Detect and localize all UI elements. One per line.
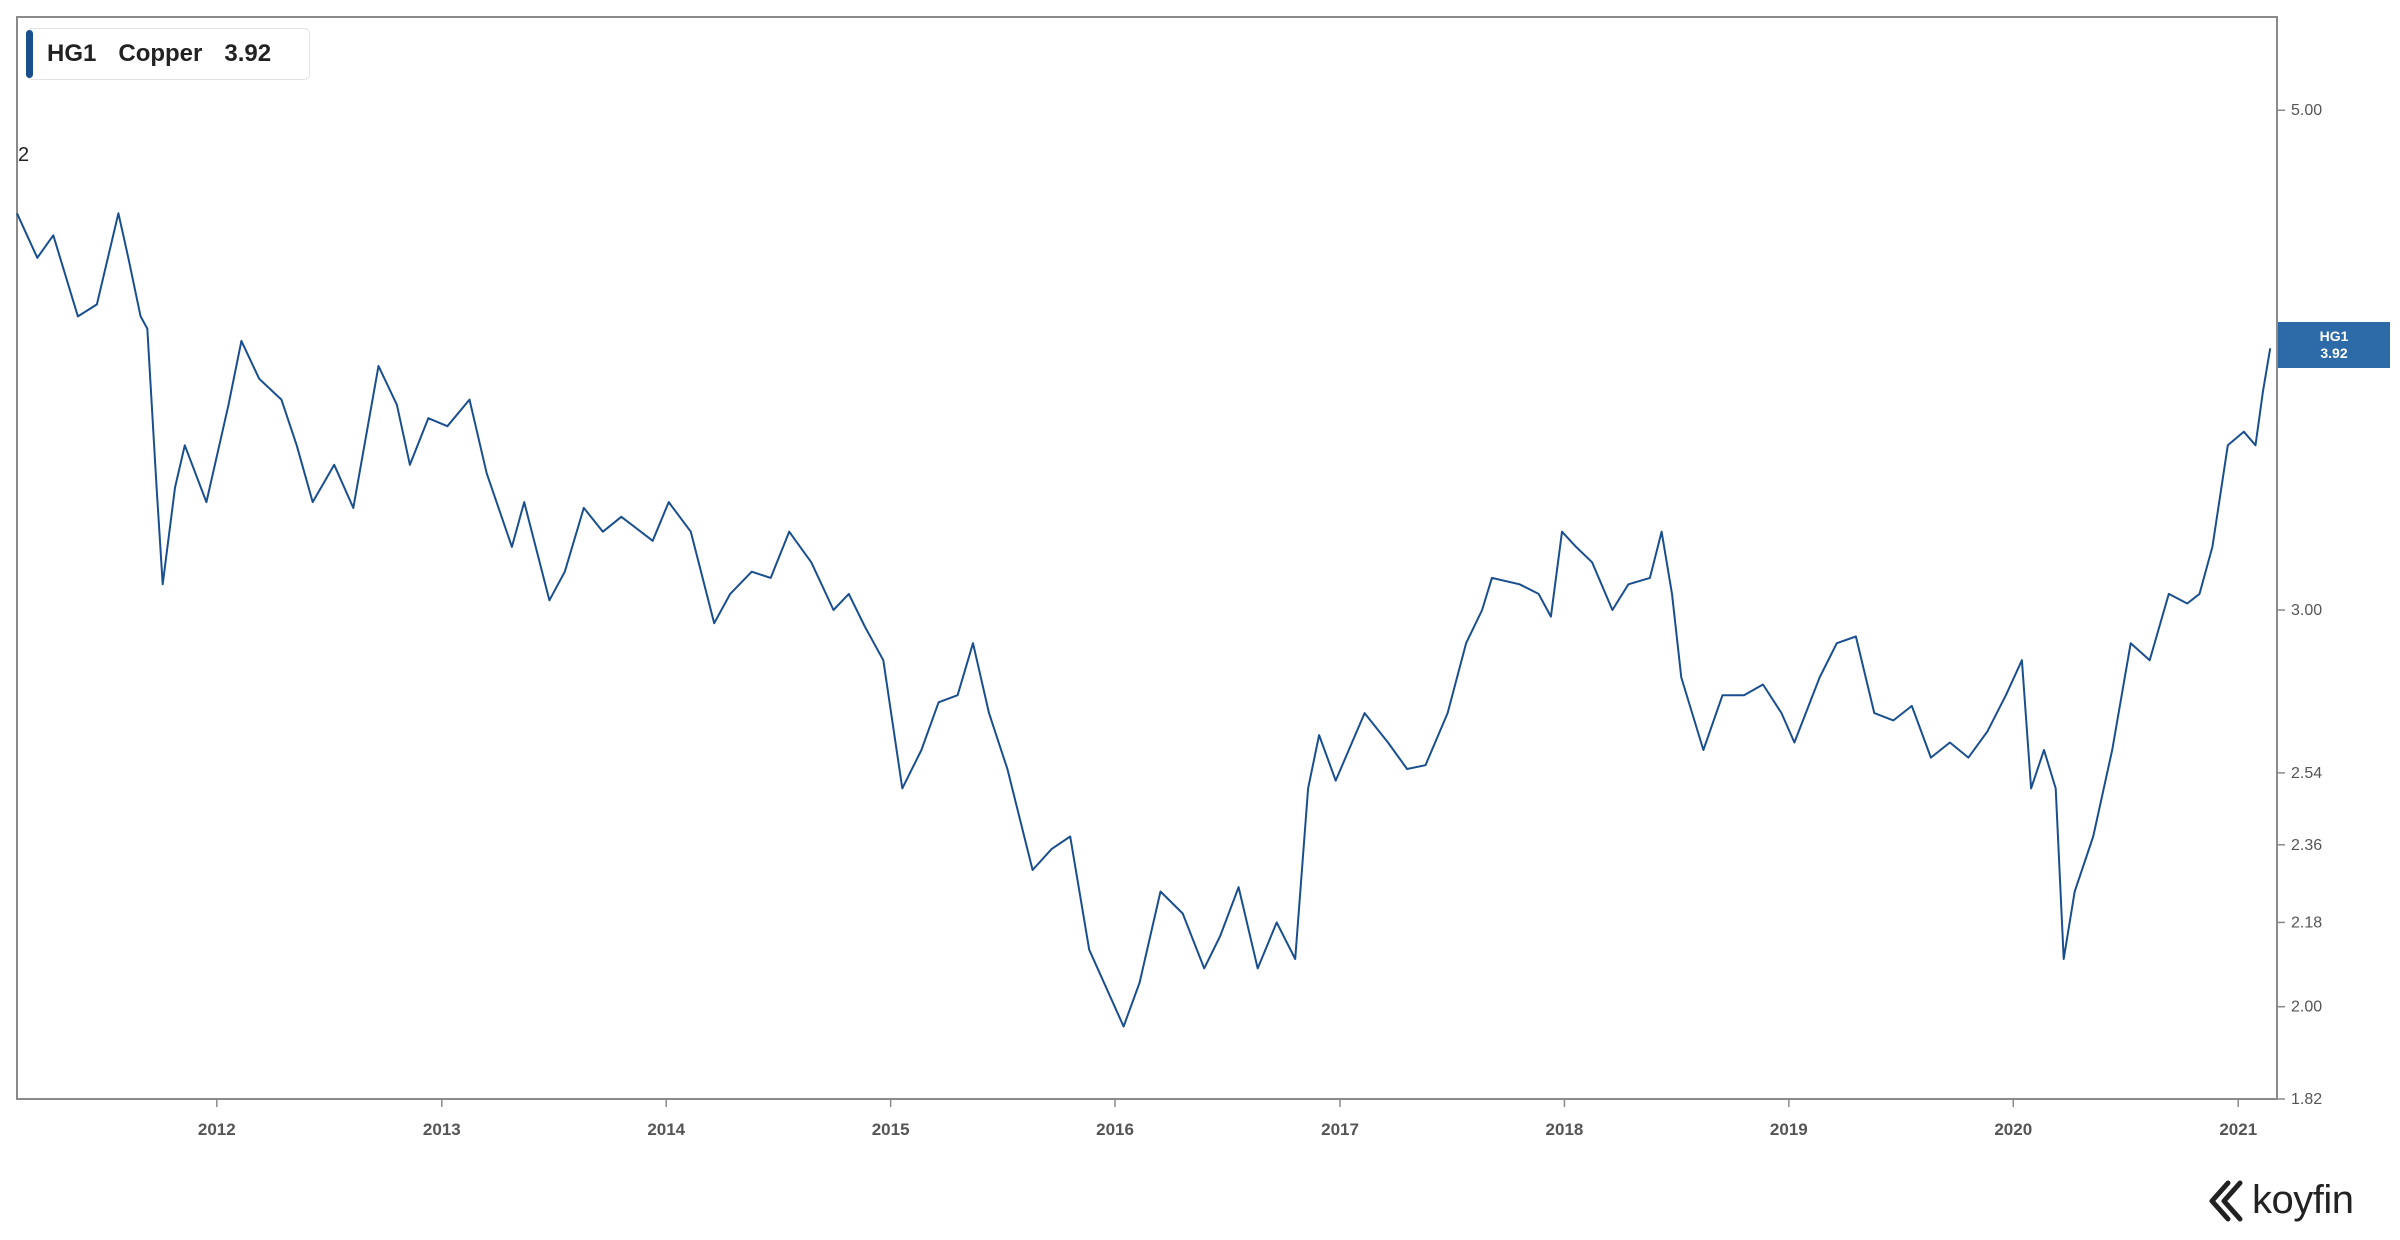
last-price-tag: HG1 3.92 (2278, 322, 2390, 368)
x-axis: 2012 2013 2014 2015 2016 2017 2018 2019 2020 2021 (198, 1099, 2257, 1139)
plot-frame (16, 16, 2278, 1100)
legend-ticker: HG1 (47, 40, 97, 67)
y-tick-label: 5.00 (2291, 102, 2322, 119)
legend[interactable]: HG1 Copper 3.92 (26, 28, 310, 80)
x-tick-label: 2017 (1321, 1120, 1359, 1139)
legend-name: Copper (118, 40, 203, 67)
x-tick-label: 2013 (423, 1120, 461, 1139)
y-tick-label: 2.54 (2291, 765, 2322, 782)
y-tick-label: 2.00 (2291, 999, 2322, 1016)
x-tick-label: 2018 (1546, 1120, 1584, 1139)
koyfin-chevron-icon (2209, 1180, 2243, 1221)
y-tick-label: 3.00 (2291, 602, 2322, 619)
y-tick-label: 2.18 (2291, 914, 2322, 931)
stray-label: 2 (18, 144, 30, 166)
price-tag-value: 3.92 (2320, 345, 2348, 361)
legend-color-swatch (26, 30, 33, 78)
price-tag-ticker: HG1 (2319, 328, 2349, 344)
y-tick-label: 1.82 (2291, 1091, 2322, 1108)
brand-name: koyfin (2252, 1178, 2354, 1222)
x-tick-label: 2012 (198, 1120, 236, 1139)
x-tick-label: 2015 (872, 1120, 910, 1139)
series-line-hg1 (16, 212, 2272, 1028)
x-tick-label: 2020 (1994, 1120, 2032, 1139)
x-tick-label: 2021 (2219, 1120, 2257, 1139)
y-axis: 1.822.002.182.362.543.004.005.00 (2277, 102, 2322, 1108)
legend-value: 3.92 (224, 40, 272, 67)
y-tick-label: 2.36 (2291, 837, 2322, 854)
x-tick-label: 2014 (647, 1120, 685, 1139)
x-tick-label: 2019 (1770, 1120, 1808, 1139)
brand-logo[interactable]: koyfin (2206, 1178, 2354, 1223)
x-tick-label: 2016 (1096, 1120, 1134, 1139)
